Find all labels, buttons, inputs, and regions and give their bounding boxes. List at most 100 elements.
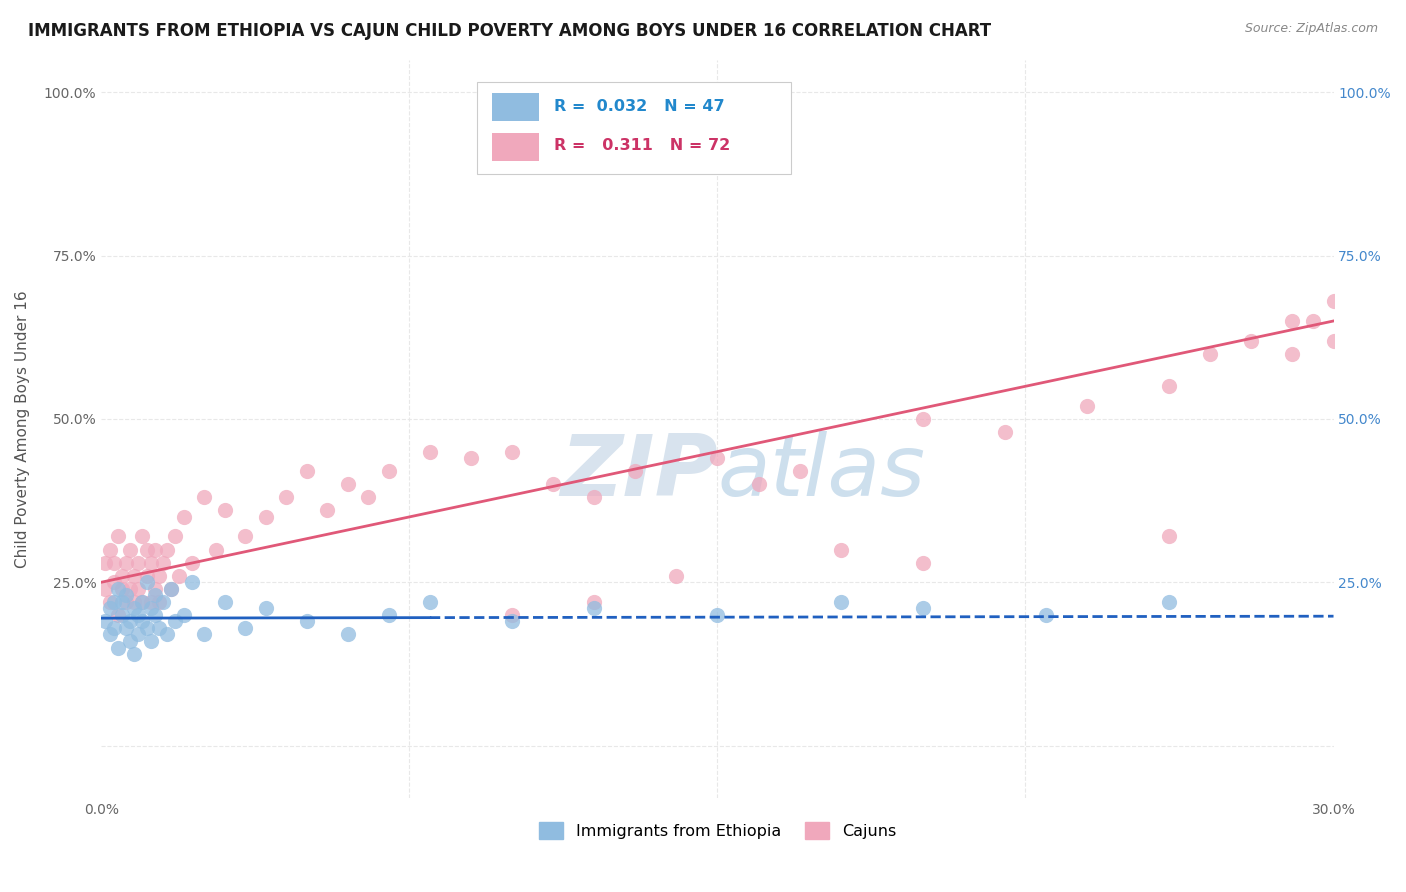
Point: [1322, 334, 1344, 348]
Point: [336, 477, 359, 491]
Point: [135, 621, 157, 635]
Text: Source: ZipAtlas.com: Source: ZipAtlas.com: [1244, 22, 1378, 36]
Text: R =  0.032   N = 47: R = 0.032 N = 47: [554, 99, 724, 113]
Point: [169, 568, 191, 582]
Point: [501, 444, 523, 458]
Point: [541, 477, 564, 491]
Point: [583, 601, 606, 615]
Point: [139, 556, 162, 570]
Point: [135, 575, 157, 590]
Point: [131, 595, 153, 609]
Point: [148, 568, 170, 582]
Point: [131, 595, 153, 609]
Point: [830, 542, 852, 557]
Point: [131, 615, 153, 629]
Point: [378, 464, 401, 478]
Point: [1281, 346, 1303, 360]
Point: [624, 464, 647, 478]
Point: [98, 601, 121, 615]
Point: [357, 490, 380, 504]
Point: [460, 451, 482, 466]
Point: [193, 490, 215, 504]
Point: [254, 509, 277, 524]
Point: [120, 634, 142, 648]
Point: [830, 595, 852, 609]
Point: [107, 582, 129, 596]
Point: [135, 542, 157, 557]
Point: [94, 582, 117, 596]
Point: [501, 615, 523, 629]
Point: [107, 529, 129, 543]
Point: [316, 503, 339, 517]
Point: [115, 621, 138, 635]
Point: [1035, 607, 1057, 622]
Bar: [492, 133, 538, 161]
Point: [1322, 294, 1344, 309]
Point: [115, 556, 138, 570]
Point: [143, 607, 166, 622]
Point: [295, 615, 318, 629]
Point: [152, 556, 174, 570]
Point: [911, 601, 934, 615]
Point: [135, 568, 157, 582]
Point: [583, 490, 606, 504]
Point: [180, 575, 202, 590]
Point: [139, 595, 162, 609]
Point: [1281, 314, 1303, 328]
Point: [747, 477, 769, 491]
Point: [419, 595, 441, 609]
Point: [789, 464, 811, 478]
Point: [143, 582, 166, 596]
Point: [127, 607, 149, 622]
Point: [419, 444, 441, 458]
Point: [127, 582, 149, 596]
Point: [378, 607, 401, 622]
Point: [665, 568, 688, 582]
Point: [1159, 379, 1181, 393]
Point: [583, 595, 606, 609]
Point: [706, 451, 728, 466]
Text: atlas: atlas: [717, 432, 925, 515]
Point: [180, 556, 202, 570]
Point: [165, 529, 187, 543]
Point: [98, 595, 121, 609]
Point: [1240, 334, 1263, 348]
Text: IMMIGRANTS FROM ETHIOPIA VS CAJUN CHILD POVERTY AMONG BOYS UNDER 16 CORRELATION : IMMIGRANTS FROM ETHIOPIA VS CAJUN CHILD …: [28, 22, 991, 40]
Point: [143, 542, 166, 557]
Point: [165, 615, 187, 629]
Point: [139, 601, 162, 615]
Text: ZIP: ZIP: [560, 432, 717, 515]
Point: [111, 595, 134, 609]
Point: [214, 503, 236, 517]
Point: [160, 582, 183, 596]
Text: R =   0.311   N = 72: R = 0.311 N = 72: [554, 138, 730, 153]
Point: [1159, 529, 1181, 543]
Bar: [492, 93, 538, 121]
Point: [111, 607, 134, 622]
Point: [233, 621, 256, 635]
Point: [1302, 314, 1324, 328]
Point: [103, 556, 125, 570]
Point: [254, 601, 277, 615]
Point: [1076, 399, 1098, 413]
Point: [156, 542, 179, 557]
Point: [122, 568, 145, 582]
Point: [122, 595, 145, 609]
Point: [127, 627, 149, 641]
Point: [336, 627, 359, 641]
Point: [120, 582, 142, 596]
Point: [173, 509, 195, 524]
Point: [107, 640, 129, 655]
Point: [1199, 346, 1222, 360]
Point: [111, 568, 134, 582]
Point: [214, 595, 236, 609]
Point: [111, 582, 134, 596]
Point: [160, 582, 183, 596]
Point: [122, 647, 145, 661]
Point: [139, 634, 162, 648]
Point: [1159, 595, 1181, 609]
Point: [131, 529, 153, 543]
Point: [115, 595, 138, 609]
Point: [706, 607, 728, 622]
Point: [120, 542, 142, 557]
